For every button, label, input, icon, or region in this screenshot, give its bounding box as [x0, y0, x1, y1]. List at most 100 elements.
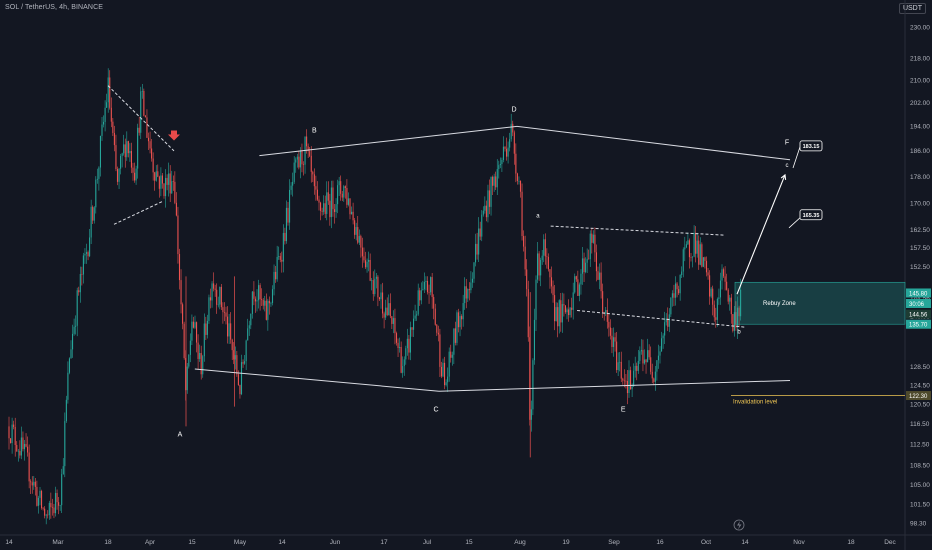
candle-body [727, 289, 729, 302]
candle-body [738, 307, 740, 317]
candle-body [425, 280, 427, 282]
candle-body [360, 236, 362, 248]
candle-body [333, 209, 336, 212]
candle-body [586, 258, 588, 263]
candle-body [687, 240, 689, 245]
candle-body [144, 115, 146, 118]
candle-body [262, 299, 264, 306]
currency-button[interactable]: USDT [898, 3, 926, 14]
time-tick-label: Dec [884, 539, 896, 546]
candle-body [14, 426, 16, 445]
candle-body [180, 280, 182, 305]
price-tag [906, 391, 931, 401]
candle-body [13, 424, 15, 427]
candle-body [723, 269, 725, 277]
candle-body [625, 380, 627, 382]
candle-body [444, 362, 446, 386]
price-tick-label: 152.50 [910, 264, 930, 271]
candle-body [166, 177, 168, 185]
candle-body [194, 322, 196, 328]
candle-body [575, 276, 577, 280]
candle-body [172, 181, 174, 182]
wave-label-D: D [511, 106, 516, 113]
candle-body [89, 237, 91, 257]
candle-body [281, 259, 283, 262]
candle-body [343, 186, 345, 198]
time-tick-label: Oct [701, 539, 711, 546]
candle-body [385, 307, 387, 318]
candle-body [165, 177, 167, 197]
candle-body [254, 298, 256, 302]
target-pointer [792, 146, 801, 169]
time-tick-label: 15 [465, 539, 473, 546]
candle-body [355, 227, 357, 235]
candle-body [566, 309, 568, 313]
candle-body [726, 281, 728, 290]
symbol-title: SOL / TetherUS, 4h, BINANCE [5, 4, 104, 11]
candle-body [718, 297, 720, 299]
candle-body [236, 355, 238, 375]
price-tick-label: 170.00 [910, 201, 930, 208]
wave-label-A: A [178, 432, 183, 439]
candle-body [585, 262, 587, 273]
candle-body [56, 492, 58, 503]
candle-body [614, 337, 616, 342]
candle-body [512, 123, 514, 133]
candle-body [537, 253, 539, 280]
candle-body [309, 151, 311, 156]
price-axis: 230.00 218.00 210.00 202.00 194.00 186.00 178.… [910, 24, 930, 527]
candle-body [445, 382, 447, 386]
candle-body [399, 347, 401, 349]
candle-body [220, 286, 222, 308]
candle-body [327, 192, 329, 201]
candle-body [321, 210, 323, 212]
candle-body [146, 117, 148, 138]
candle-body [264, 300, 266, 306]
candle-body [324, 203, 326, 214]
candle-body [276, 256, 278, 280]
candle-body [519, 180, 522, 192]
candle-body [395, 333, 398, 343]
candle-body [383, 313, 385, 318]
price-tick-label: 124.50 [910, 382, 930, 389]
candle-body [568, 309, 570, 316]
candle-body [499, 164, 501, 166]
candle-body [637, 360, 639, 371]
candle-body [61, 474, 63, 506]
candle-body [47, 514, 49, 516]
candle-body [386, 307, 388, 316]
candle-body [378, 297, 380, 300]
candle-body [135, 168, 137, 181]
candle-body [454, 328, 456, 343]
candle-body [27, 446, 29, 453]
candle-body [130, 151, 132, 168]
candle-body [96, 178, 98, 180]
candle-body [352, 211, 354, 221]
candle-body [271, 289, 274, 303]
candle-body [640, 350, 642, 352]
candle-body [197, 342, 199, 359]
price-tag-label: 30:06 [909, 302, 925, 308]
candle-body [19, 450, 21, 456]
candle-body [583, 258, 585, 273]
candle-body [656, 360, 658, 372]
candle-body [169, 173, 171, 194]
candle-body [351, 211, 353, 215]
candle-body [484, 205, 486, 211]
candle-body [509, 139, 511, 148]
price-tick-label: 194.00 [910, 124, 930, 131]
candle-body [85, 252, 88, 254]
candle-body [423, 281, 425, 290]
candle-body [394, 318, 396, 334]
candle-body [434, 308, 436, 325]
candle-body [369, 259, 371, 281]
candle-body [609, 327, 611, 336]
candle-body [253, 291, 255, 299]
candle-body [730, 297, 732, 315]
candle-body [676, 283, 678, 290]
candle-body [163, 183, 165, 197]
candle-body [168, 173, 170, 185]
candle-body [237, 374, 239, 385]
